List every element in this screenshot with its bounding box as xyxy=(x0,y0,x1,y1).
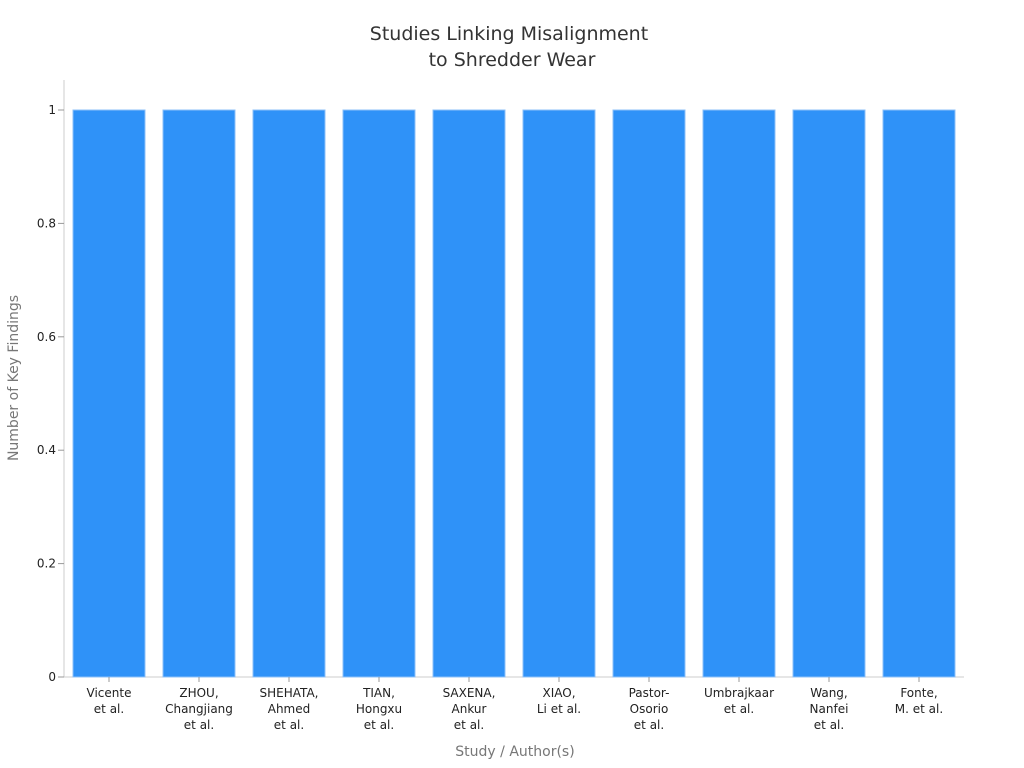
x-tick-label-line: Vicente xyxy=(87,686,132,700)
x-axis-label: Study / Author(s) xyxy=(455,744,574,760)
plot-area: 0 0.2 0.4 0.6 0.8 1 Vicente et al. ZHOU, Changjia… xyxy=(37,80,964,732)
x-tick-label: XIAO, Li et al. xyxy=(537,686,581,716)
x-tick-label-line: et al. xyxy=(454,718,484,732)
bar xyxy=(612,109,686,678)
x-tick-label: SAXENA, Ankur et al. xyxy=(443,686,496,732)
x-tick-label-line: Changjiang xyxy=(165,702,233,716)
x-tick-label-line: SHEHATA, xyxy=(260,686,319,700)
chart-title-line-2: to Shredder Wear xyxy=(429,49,596,71)
x-tick-label: ZHOU, Changjiang et al. xyxy=(165,686,233,732)
x-tick-label-line: SAXENA, xyxy=(443,686,496,700)
x-tick-label-line: Umbrajkaar xyxy=(704,686,774,700)
x-tick-label: SHEHATA, Ahmed et al. xyxy=(260,686,319,732)
x-tick-label-line: Wang, xyxy=(810,686,848,700)
x-tick-label-line: M. et al. xyxy=(895,702,943,716)
x-tick-label: TIAN, Hongxu et al. xyxy=(356,686,402,732)
x-tick-label-line: et al. xyxy=(274,718,304,732)
x-tick-label: Pastor- Osorio et al. xyxy=(629,686,670,732)
x-tick-label-line: ZHOU, xyxy=(179,686,218,700)
bar xyxy=(702,109,776,678)
chart-title-line-1: Studies Linking Misalignment xyxy=(370,23,648,45)
bar xyxy=(252,109,326,678)
x-tick-label-line: et al. xyxy=(814,718,844,732)
bar xyxy=(792,109,866,678)
x-tick-label-line: Li et al. xyxy=(537,702,581,716)
x-tick-label-line: Ankur xyxy=(452,702,487,716)
x-tick-label-line: et al. xyxy=(364,718,394,732)
y-axis-label: Number of Key Findings xyxy=(6,295,22,461)
x-tick-label-line: Hongxu xyxy=(356,702,402,716)
bar xyxy=(162,109,236,678)
x-tick-label: Wang, Nanfei et al. xyxy=(810,686,849,732)
x-tick-label-line: Fonte, xyxy=(900,686,937,700)
x-tick-label-line: Osorio xyxy=(630,702,669,716)
y-tick-label: 0 xyxy=(48,670,56,684)
x-tick-label: Umbrajkaar et al. xyxy=(704,686,774,716)
bar xyxy=(72,109,146,678)
x-tick-label-line: Nanfei xyxy=(810,702,849,716)
y-tick-label: 0.2 xyxy=(37,557,56,571)
y-tick-label: 0.6 xyxy=(37,330,56,344)
y-tick-label: 1 xyxy=(48,103,56,117)
x-tick-label-line: TIAN, xyxy=(362,686,395,700)
bar xyxy=(882,109,956,678)
x-tick-label-line: XIAO, xyxy=(542,686,575,700)
x-tick-label: Fonte, M. et al. xyxy=(895,686,943,716)
bar xyxy=(342,109,416,678)
x-tick-label-line: et al. xyxy=(184,718,214,732)
y-tick-label: 0.8 xyxy=(37,216,56,230)
x-tick-label: Vicente et al. xyxy=(87,686,132,716)
x-tick-label-line: et al. xyxy=(634,718,664,732)
x-tick-label-line: et al. xyxy=(724,702,754,716)
chart-title: Studies Linking Misalignment to Shredder… xyxy=(370,23,654,71)
bar xyxy=(432,109,506,678)
x-tick-label-line: Pastor- xyxy=(629,686,670,700)
x-tick-label-line: Ahmed xyxy=(268,702,311,716)
y-tick-label: 0.4 xyxy=(37,443,56,457)
x-tick-label-line: et al. xyxy=(94,702,124,716)
bar xyxy=(522,109,596,678)
